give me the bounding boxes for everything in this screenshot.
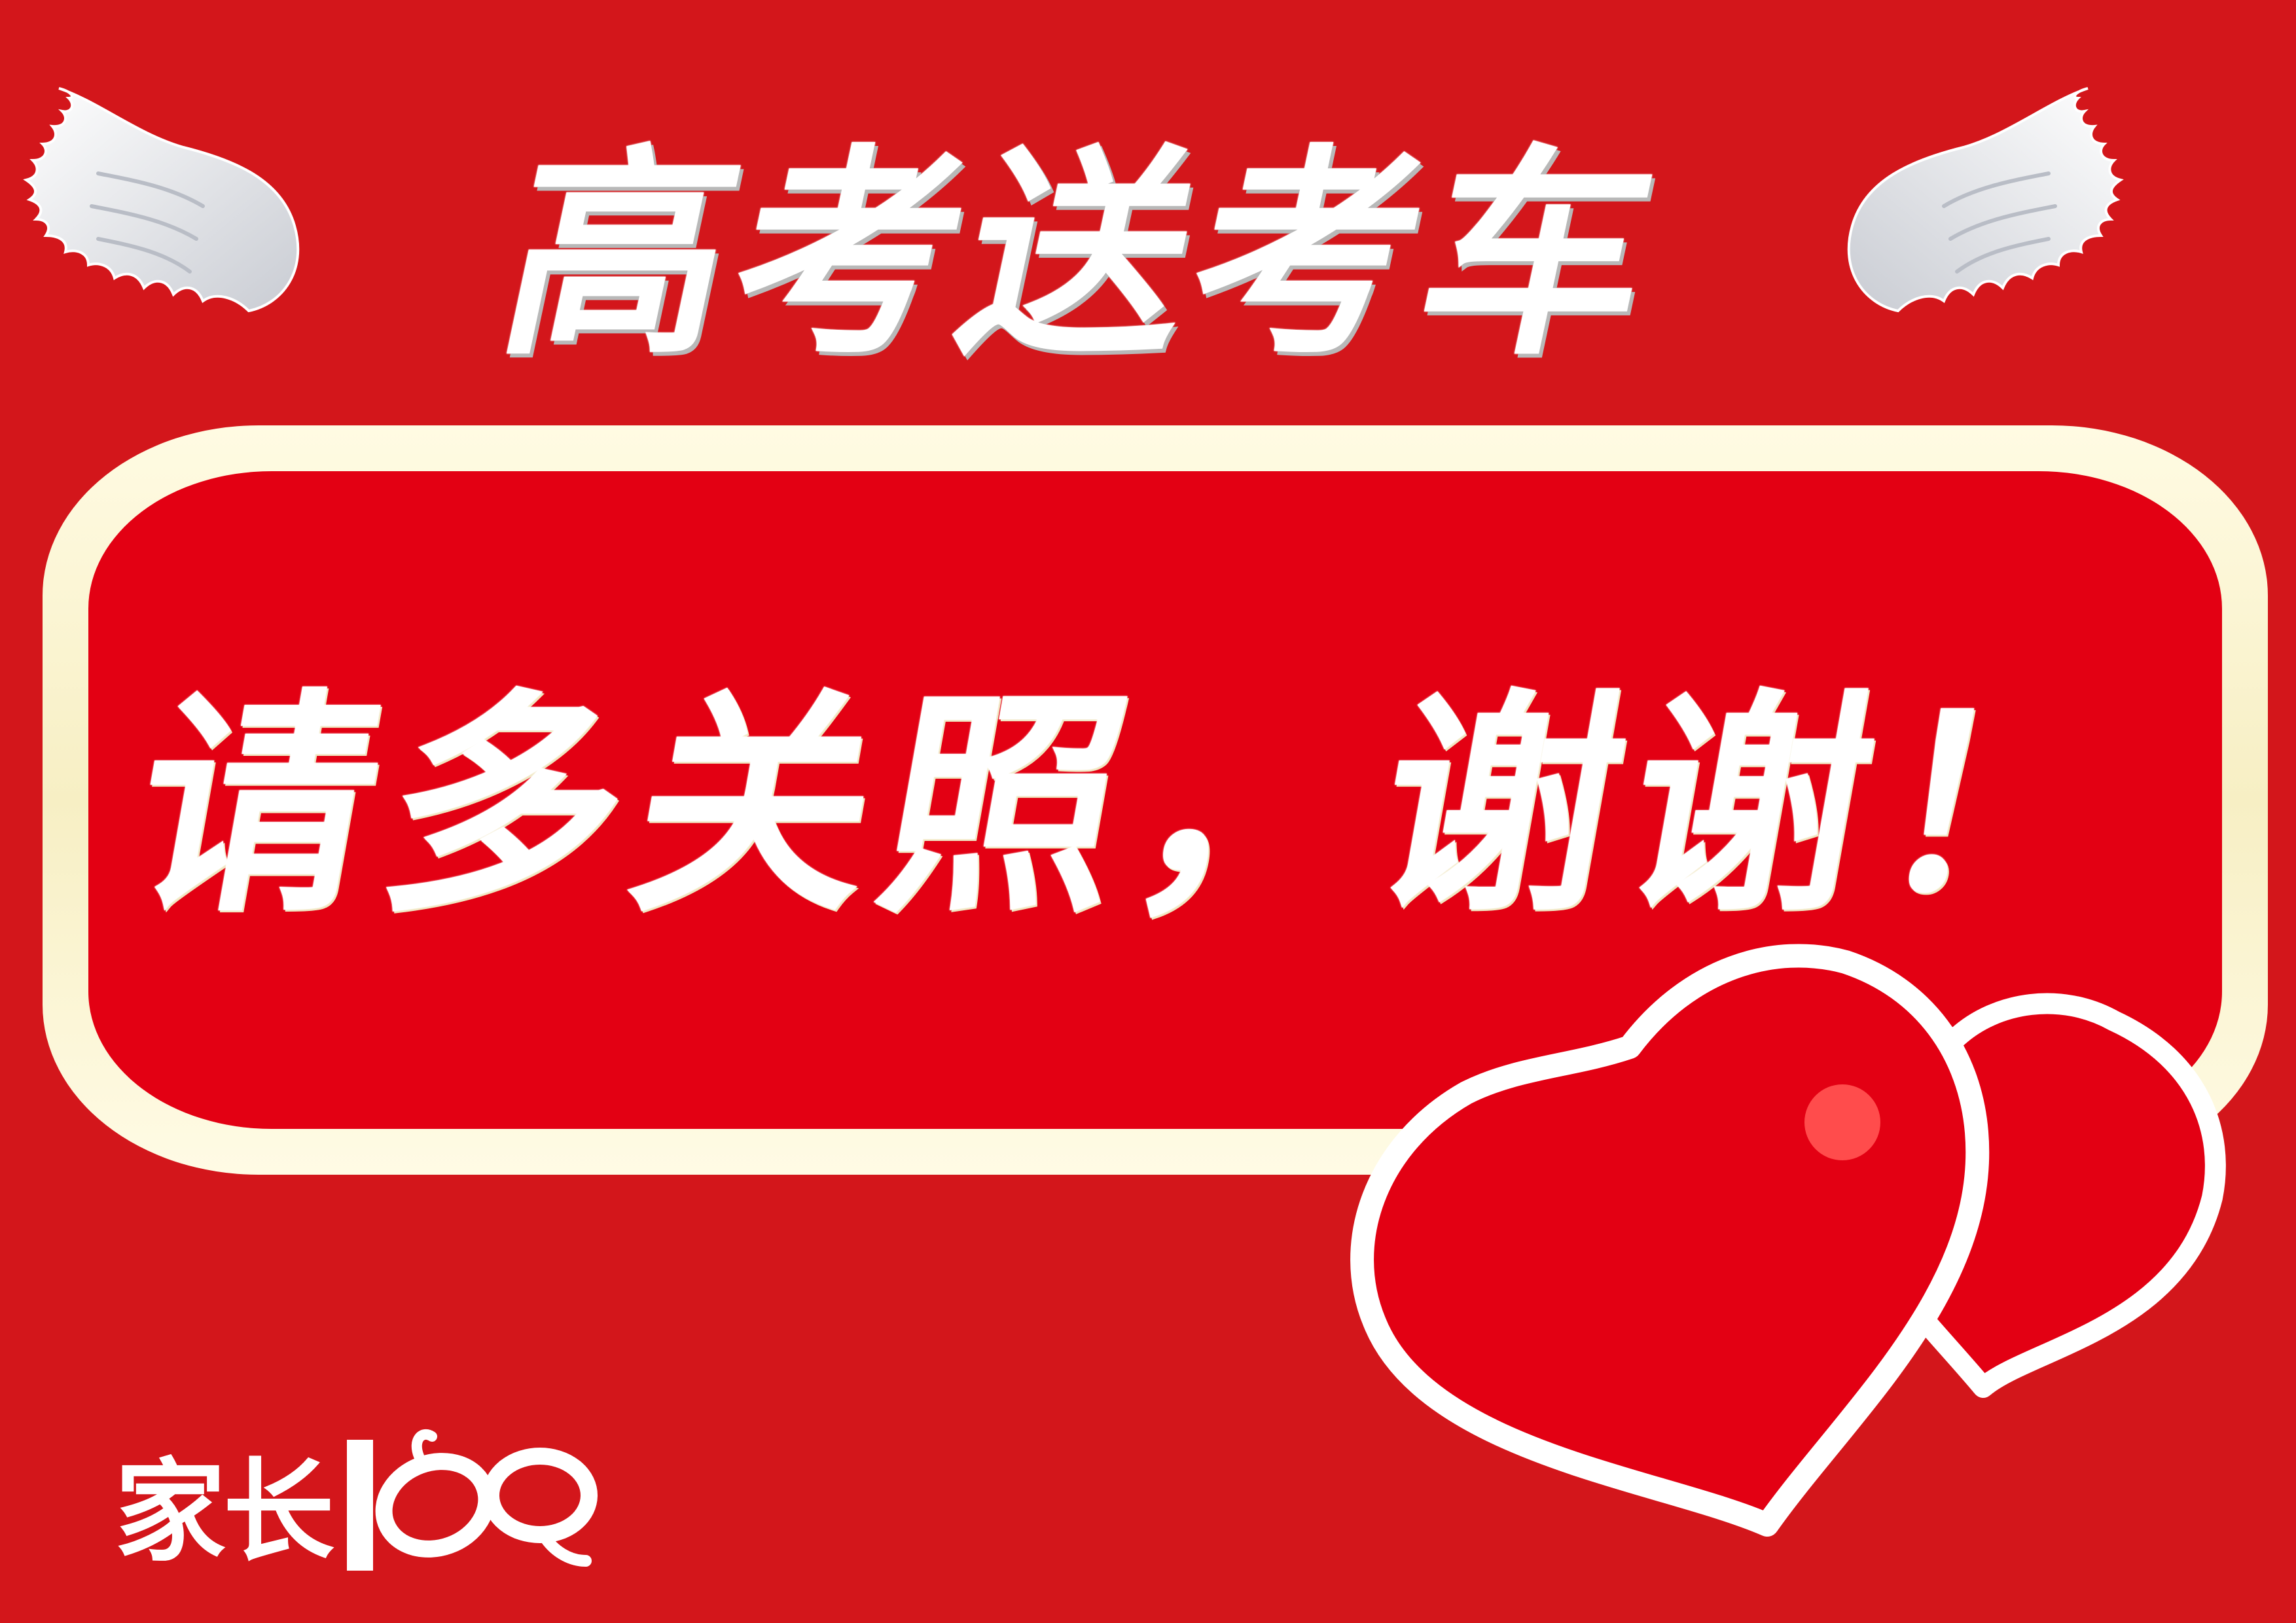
left-wing-icon bbox=[23, 87, 300, 313]
double-heart-icon bbox=[1350, 944, 2226, 1537]
right-wing-icon bbox=[1847, 87, 2124, 313]
logo-100-mark bbox=[347, 1429, 598, 1571]
banner-title: 高考送考车 bbox=[482, 126, 1683, 385]
banner-message: 请多关照，谢谢！ bbox=[116, 669, 2155, 944]
logo-text: 家长 bbox=[115, 1448, 334, 1577]
brand-logo: 家长 bbox=[115, 1420, 612, 1584]
